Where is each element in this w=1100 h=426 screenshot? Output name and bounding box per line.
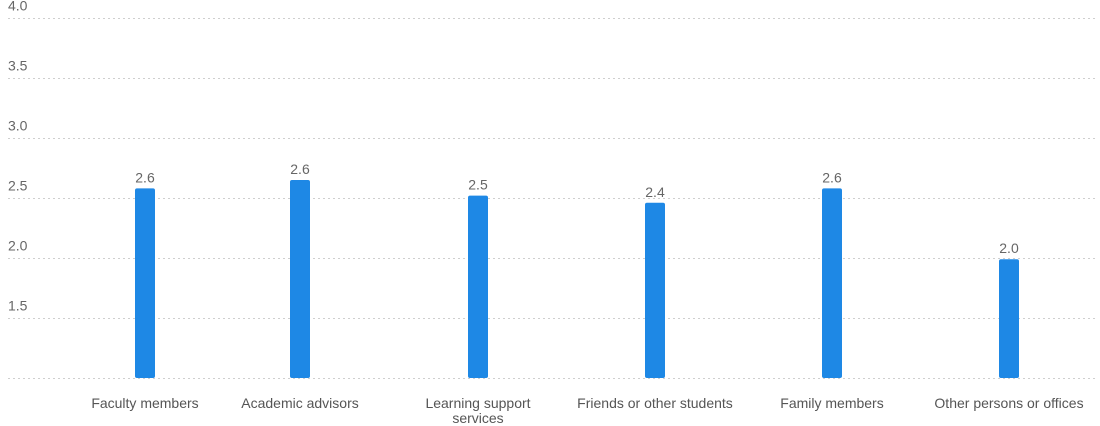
y-tick-label: 3.5: [8, 58, 28, 74]
x-tick-label-line: Faculty members: [91, 395, 198, 411]
y-tick-label: 4.0: [8, 0, 28, 14]
y-axis-ticks: 1.5 2.0 2.5 3.0 3.5 4.0: [8, 0, 28, 314]
gridlines: [8, 18, 1096, 379]
bar: [468, 195, 488, 378]
data-label: 2.0: [999, 240, 1019, 256]
x-axis-ticks: Faculty members Academic advisors Learning…: [91, 395, 1083, 426]
data-label: 2.6: [135, 169, 155, 185]
y-tick-label: 2.5: [8, 178, 28, 194]
bar: [822, 188, 842, 378]
y-tick-label: 2.0: [8, 238, 28, 254]
x-tick-label-line: Academic advisors: [241, 395, 359, 411]
bar: [645, 202, 665, 378]
y-tick-label: 3.0: [8, 118, 28, 134]
x-tick-label: Academic advisors: [241, 395, 359, 411]
x-tick-label-line: Family members: [780, 395, 883, 411]
x-tick-label-line: Friends or other students: [577, 395, 733, 411]
x-tick-label: Other persons or offices: [934, 395, 1083, 411]
x-tick-label: Learning support services: [425, 395, 530, 426]
x-tick-label: Friends or other students: [577, 395, 733, 411]
bar: [135, 188, 155, 378]
x-tick-label-line: services: [452, 410, 503, 426]
bar: [999, 259, 1019, 378]
bar: [290, 180, 310, 378]
x-tick-label: Faculty members: [91, 395, 198, 411]
data-label: 2.6: [290, 161, 310, 177]
data-label: 2.6: [822, 169, 842, 185]
data-labels: 2.6 2.6 2.5 2.4 2.6 2.0: [135, 161, 1019, 256]
bars: [135, 180, 1019, 378]
x-tick-label-line: Learning support: [425, 395, 530, 411]
data-label: 2.5: [468, 177, 488, 193]
x-tick-label-line: Other persons or offices: [934, 395, 1083, 411]
x-tick-label: Family members: [780, 395, 883, 411]
data-label: 2.4: [645, 184, 665, 200]
y-tick-label: 1.5: [8, 298, 28, 314]
